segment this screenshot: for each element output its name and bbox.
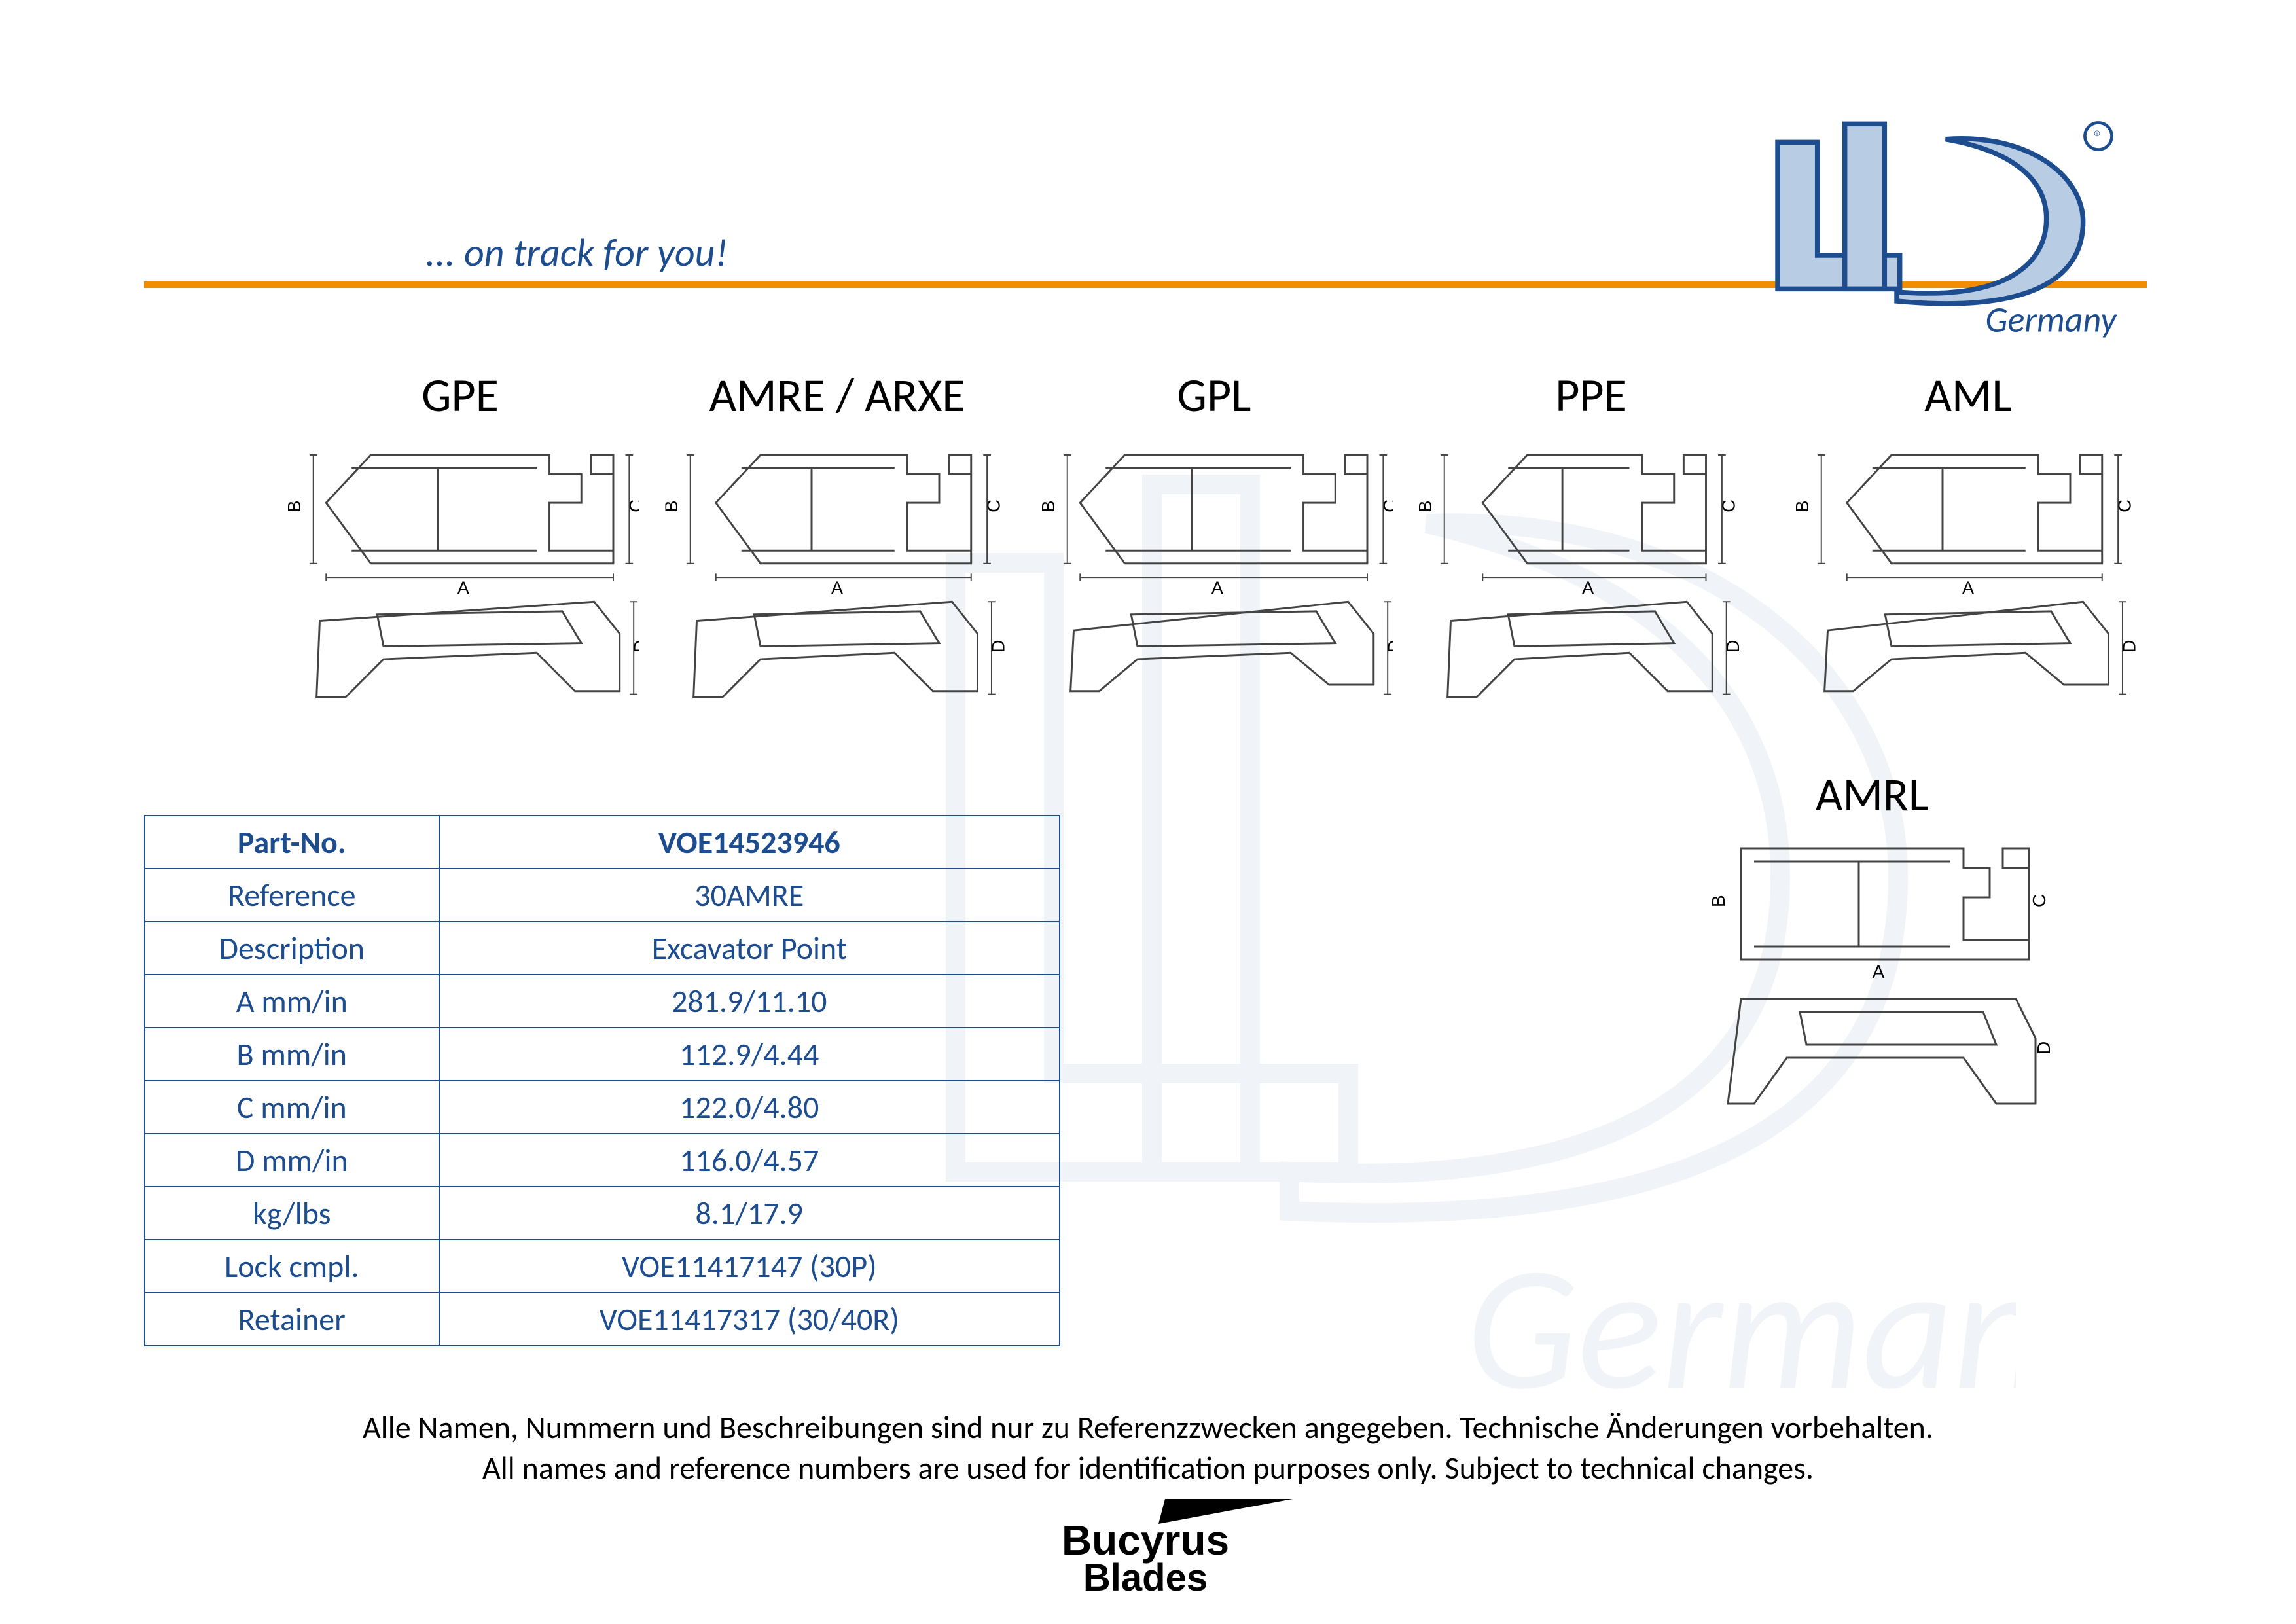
spec-key: Lock cmpl. [145,1240,439,1293]
company-logo: ® Germany [1759,118,2126,340]
spec-value: 30AMRE [439,869,1060,922]
spec-header-value: VOE14523946 [439,816,1060,869]
svg-text:D: D [988,640,1008,653]
svg-text:C: C [1718,499,1738,513]
svg-text:A: A [1873,962,1885,982]
diagram-label: AMRE / ARXE [709,367,965,424]
svg-text:A: A [1582,578,1594,598]
diagram-item: AMRE / ARXE B C A D [658,367,1016,727]
spec-table: Part-No. VOE14523946 Reference30AMREDesc… [144,815,1060,1346]
svg-text:A: A [831,578,844,598]
svg-text:C: C [626,499,639,513]
diagram-item: AML B C A D [1789,367,2147,727]
svg-text:C: C [2115,499,2135,513]
diagram-row: GPE B C A D AMRE / ARXE [281,367,2147,727]
diagram-item: GPE B C A D [281,367,639,727]
spec-value: Excavator Point [439,922,1060,975]
diagram-label-amrl: AMRL [1689,766,2055,823]
spec-key: C mm/in [145,1081,439,1134]
spec-key: Retainer [145,1293,439,1346]
spec-table-row: DescriptionExcavator Point [145,922,1060,975]
spec-table-row: RetainerVOE11417317 (30/40R) [145,1293,1060,1346]
spec-value: 122.0/4.80 [439,1081,1060,1134]
spec-header-key: Part-No. [145,816,439,869]
logo-subtext: Germany [1985,298,2117,338]
svg-text:C: C [984,499,1004,513]
spec-table-row: D mm/in116.0/4.57 [145,1134,1060,1187]
svg-text:D: D [2119,640,2139,653]
spec-key: B mm/in [145,1028,439,1081]
spec-key: Reference [145,869,439,922]
svg-text:D: D [1723,640,1743,653]
spec-value: VOE11417147 (30P) [439,1240,1060,1293]
spec-table-row: B mm/in112.9/4.44 [145,1028,1060,1081]
spec-table-row: C mm/in122.0/4.80 [145,1081,1060,1134]
spec-value: 8.1/17.9 [439,1187,1060,1240]
spec-table-header-row: Part-No. VOE14523946 [145,816,1060,869]
svg-text:B: B [1792,501,1812,513]
diagram-amrl: AMRL B C A D [1689,766,2055,1120]
svg-text:A: A [1962,578,1975,598]
diagram-item: PPE B C A D [1412,367,1770,727]
svg-text:B: B [284,501,304,513]
svg-text:D: D [2034,1041,2054,1055]
svg-text:B: B [1708,895,1729,907]
svg-text:B: B [1038,501,1058,513]
spec-value: 112.9/4.44 [439,1028,1060,1081]
disclaimer: Alle Namen, Nummern und Beschreibungen s… [0,1407,2296,1489]
spec-value: 116.0/4.57 [439,1134,1060,1187]
svg-text:D: D [1384,640,1393,653]
spec-table-row: Reference30AMRE [145,869,1060,922]
svg-text:C: C [2029,894,2049,907]
spec-table-row: kg/lbs8.1/17.9 [145,1187,1060,1240]
diagram-label: GPL [1177,367,1251,424]
spec-key: A mm/in [145,975,439,1028]
bucyrus-line2: Blades [1083,1557,1208,1597]
spec-value: VOE11417317 (30/40R) [439,1293,1060,1346]
svg-text:Germany: Germany [1466,1219,2016,1427]
disclaimer-line1: Alle Namen, Nummern und Beschreibungen s… [0,1407,2296,1448]
spec-key: D mm/in [145,1134,439,1187]
svg-text:A: A [1211,578,1224,598]
spec-table-row: Lock cmpl.VOE11417147 (30P) [145,1240,1060,1293]
spec-key: kg/lbs [145,1187,439,1240]
diagram-item: GPL B C A D [1035,367,1393,727]
svg-text:B: B [661,501,681,513]
trademark-symbol: ® [2094,126,2103,149]
diagram-label: GPE [422,367,499,424]
bucyrus-logo: Bucyrus Blades [995,1499,1296,1600]
svg-text:D: D [630,640,639,653]
svg-text:A: A [457,578,470,598]
svg-text:C: C [1380,499,1393,513]
spec-table-row: A mm/in281.9/11.10 [145,975,1060,1028]
disclaimer-line2: All names and reference numbers are used… [0,1448,2296,1489]
tagline-text: ... on track for you! [425,229,728,277]
spec-key: Description [145,922,439,975]
diagram-label: PPE [1555,367,1627,424]
diagram-label: AML [1924,367,2012,424]
spec-value: 281.9/11.10 [439,975,1060,1028]
svg-text:B: B [1415,501,1435,513]
